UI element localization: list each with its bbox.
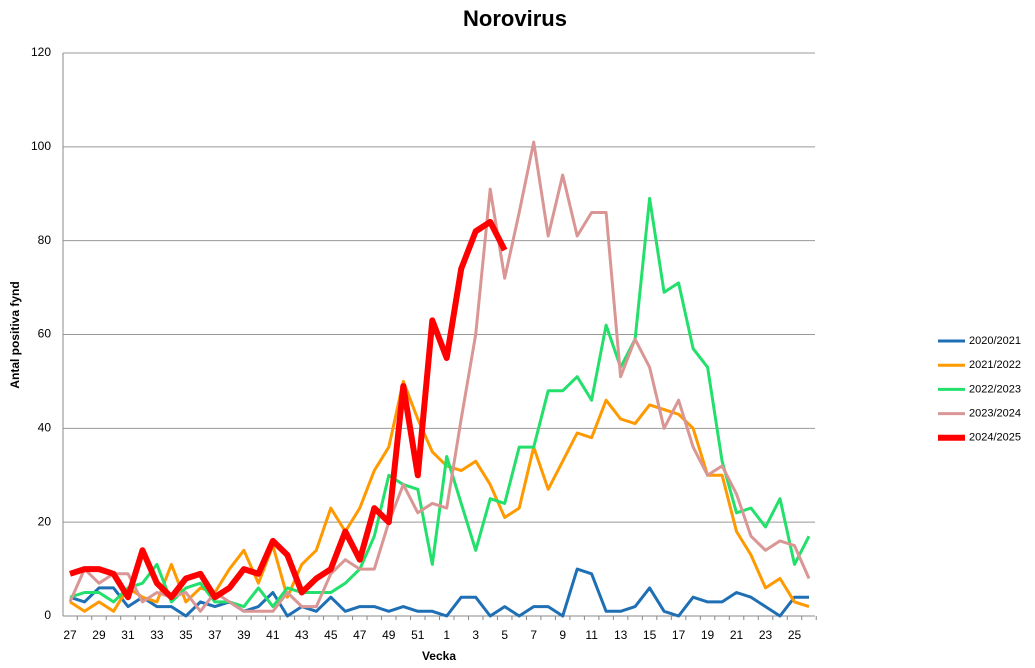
x-tick-label: 21 xyxy=(730,628,744,642)
x-tick-label: 47 xyxy=(353,628,367,642)
x-tick-label: 33 xyxy=(150,628,164,642)
legend-label: 2022/2023 xyxy=(969,383,1021,395)
x-tick-label: 27 xyxy=(63,628,77,642)
x-tick-label: 37 xyxy=(208,628,222,642)
y-tick-label: 120 xyxy=(31,45,51,59)
legend-label: 2020/2021 xyxy=(969,335,1021,347)
x-tick-label: 7 xyxy=(530,628,537,642)
x-axis-label: Vecka xyxy=(422,649,456,663)
series-line xyxy=(69,218,508,601)
x-tick-label: 13 xyxy=(614,628,628,642)
legend-label: 2023/2024 xyxy=(969,408,1021,420)
y-tick-label: 100 xyxy=(31,139,51,153)
x-tick-label: 29 xyxy=(92,628,106,642)
chart-title: Norovirus xyxy=(463,6,567,31)
legend-label: 2024/2025 xyxy=(969,432,1021,444)
legend-label: 2021/2022 xyxy=(969,359,1021,371)
x-tick-label: 11 xyxy=(585,628,598,642)
x-tick-label: 43 xyxy=(295,628,309,642)
x-tick-label: 3 xyxy=(472,628,479,642)
series-line xyxy=(69,567,809,618)
x-tick-label: 41 xyxy=(266,628,280,642)
x-tick-label: 49 xyxy=(382,628,396,642)
x-tick-label: 9 xyxy=(559,628,566,642)
x-tick-label: 17 xyxy=(672,628,686,642)
x-tick-label: 1 xyxy=(443,628,450,642)
x-tick-label: 15 xyxy=(643,628,657,642)
x-tick-label: 35 xyxy=(179,628,193,642)
y-tick-label: 60 xyxy=(38,327,52,341)
x-tick-label: 39 xyxy=(237,628,251,642)
y-tick-label: 0 xyxy=(44,608,51,622)
y-tick-label: 20 xyxy=(38,514,52,528)
x-tick-label: 19 xyxy=(701,628,715,642)
x-tick-label: 51 xyxy=(411,628,425,642)
y-tick-label: 80 xyxy=(38,233,52,247)
series-line xyxy=(68,140,811,613)
x-tick-label: 23 xyxy=(759,628,773,642)
series-line xyxy=(69,196,811,609)
x-tick-label: 45 xyxy=(324,628,338,642)
series-line xyxy=(69,379,810,613)
y-axis-label: Antal positiva fynd xyxy=(8,281,22,388)
y-tick-label: 40 xyxy=(38,421,52,435)
grid xyxy=(63,52,815,617)
x-tick-label: 31 xyxy=(121,628,135,642)
x-tick-label: 5 xyxy=(501,628,508,642)
x-tick-label: 25 xyxy=(788,628,802,642)
